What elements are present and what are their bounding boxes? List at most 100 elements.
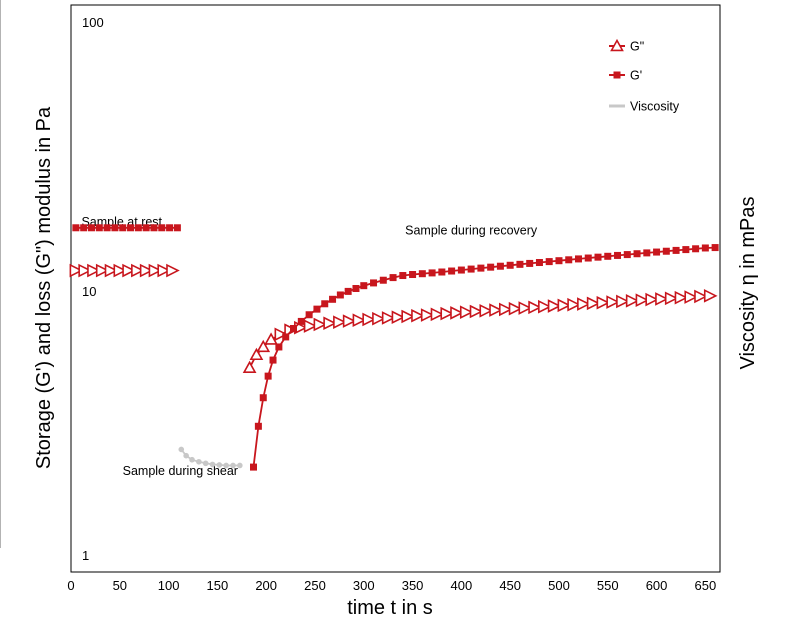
data-point	[489, 303, 503, 317]
data-point	[682, 246, 690, 254]
data-point	[352, 285, 360, 292]
legend-entry: G"	[609, 38, 644, 54]
data-point	[103, 224, 111, 232]
data-point	[508, 301, 523, 316]
data-point	[703, 289, 718, 303]
data-point	[333, 315, 347, 329]
data-point	[313, 305, 321, 313]
data-point	[565, 256, 573, 264]
data-point	[216, 462, 223, 468]
data-point	[259, 394, 267, 402]
data-point	[420, 308, 435, 322]
data-point	[158, 224, 166, 232]
x-tick-label: 650	[695, 578, 717, 593]
plot-frame	[70, 4, 721, 573]
data-point	[69, 263, 84, 278]
data-point	[249, 347, 264, 361]
data-point	[645, 292, 659, 307]
x-tick-label: 350	[402, 578, 424, 593]
y-tick-label: 10	[82, 284, 96, 299]
data-point	[616, 294, 630, 309]
data-point	[516, 260, 524, 268]
data-point	[274, 327, 289, 342]
data-point	[684, 290, 699, 304]
data-point	[577, 297, 591, 311]
data-point	[78, 263, 92, 278]
data-point	[250, 463, 258, 471]
data-point	[134, 224, 142, 232]
data-point	[313, 317, 328, 332]
data-point	[596, 295, 611, 310]
data-point	[360, 282, 368, 290]
annotation-label: Sample during recovery	[405, 224, 538, 238]
data-point	[567, 297, 581, 312]
data-point	[87, 263, 101, 278]
data-point	[535, 259, 543, 267]
data-point	[487, 263, 495, 271]
series-line	[180, 448, 240, 467]
data-point	[95, 224, 103, 232]
data-point	[711, 244, 719, 252]
data-point	[119, 224, 127, 232]
data-point	[477, 264, 485, 272]
data-point	[574, 255, 582, 263]
data-point	[606, 295, 620, 309]
x-tick-label: 250	[304, 578, 326, 593]
data-point	[409, 271, 417, 279]
data-point	[157, 263, 172, 278]
data-point	[329, 295, 337, 303]
annotation-label: Sample during shear	[123, 464, 238, 478]
data-point	[303, 319, 318, 333]
data-point	[183, 452, 189, 459]
data-point	[209, 461, 216, 468]
data-point	[655, 292, 669, 306]
data-point	[269, 356, 277, 364]
data-point	[662, 247, 670, 255]
data-point	[467, 265, 475, 273]
data-point	[664, 291, 679, 306]
data-point	[506, 261, 514, 269]
data-point	[230, 462, 236, 469]
data-point	[674, 290, 689, 305]
data-point	[113, 263, 128, 278]
legend-entry: G'	[609, 69, 642, 83]
data-point	[321, 300, 329, 308]
x-tick-label: 300	[353, 578, 375, 593]
data-point	[344, 287, 352, 295]
data-point	[342, 314, 357, 328]
data-point	[496, 262, 504, 270]
data-point	[148, 263, 163, 278]
data-point	[438, 268, 446, 276]
data-point	[440, 306, 455, 321]
series-1	[72, 224, 719, 471]
data-point	[336, 291, 344, 299]
y-tick-label: 1	[82, 548, 89, 563]
data-point	[643, 249, 651, 257]
data-point	[538, 299, 552, 314]
data-point	[594, 253, 602, 261]
data-point	[430, 307, 445, 322]
x-tick-label: 50	[113, 578, 127, 593]
data-point	[379, 276, 387, 284]
data-point	[150, 224, 158, 232]
x-tick-label: 150	[207, 578, 229, 593]
legend-entry: Viscosity	[609, 100, 680, 114]
data-point	[448, 267, 456, 275]
y-axis-title-left: Storage (G') and loss (G") modulus in Pa	[33, 106, 55, 469]
data-point	[545, 258, 553, 266]
data-point	[362, 312, 376, 327]
data-point	[223, 462, 229, 469]
data-point	[399, 272, 407, 280]
data-point	[323, 316, 337, 331]
data-point	[498, 302, 513, 317]
data-point	[178, 446, 185, 453]
data-point	[202, 460, 209, 467]
data-point	[282, 333, 290, 341]
data-point	[256, 339, 271, 353]
data-point	[528, 300, 542, 315]
data-point	[672, 246, 680, 254]
legend-label: Viscosity	[630, 100, 680, 114]
data-point	[701, 244, 709, 252]
